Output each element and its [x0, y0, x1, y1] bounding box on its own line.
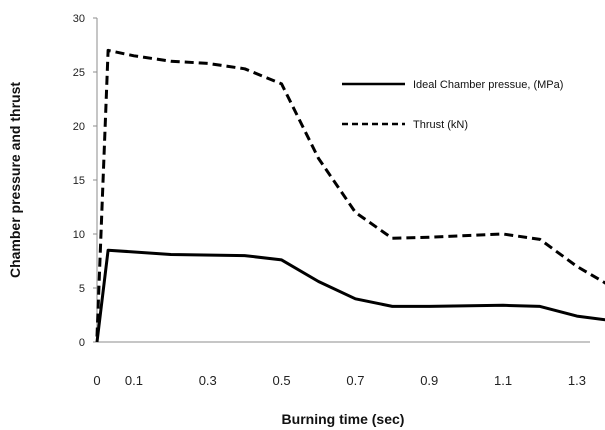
y-tick-label: 30 [73, 13, 85, 25]
x-tick-label: 0.9 [420, 373, 438, 388]
y-axis-label: Chamber pressure and thrust [7, 82, 23, 278]
x-tick-label: 0.3 [199, 373, 217, 388]
series-lines [95, 48, 605, 343]
x-tick-label: 1.1 [494, 373, 512, 388]
y-tick-label: 5 [79, 283, 85, 295]
x-tick-label: 0.7 [346, 373, 364, 388]
x-tick-label: 0 [93, 373, 100, 388]
legend-label: Thrust (kN) [413, 119, 468, 131]
x-tick-label: 0.5 [273, 373, 291, 388]
thrust-line [95, 48, 605, 337]
chamber-pressure-line [95, 248, 605, 343]
x-axis-label: Burning time (sec) [282, 411, 405, 427]
y-tick-label: 15 [73, 175, 85, 187]
y-tick-label: 0 [79, 337, 85, 349]
legend: Ideal Chamber pressue, (MPa) Thrust (kN) [342, 79, 563, 131]
y-tick-label: 20 [73, 121, 85, 133]
x-tick-label: 0.1 [125, 373, 143, 388]
y-tick-label: 25 [73, 67, 85, 79]
legend-label: Ideal Chamber pressue, (MPa) [413, 79, 563, 91]
axes [93, 17, 590, 343]
y-tick-label: 10 [73, 229, 85, 241]
x-tick-label: 1.3 [568, 373, 586, 388]
